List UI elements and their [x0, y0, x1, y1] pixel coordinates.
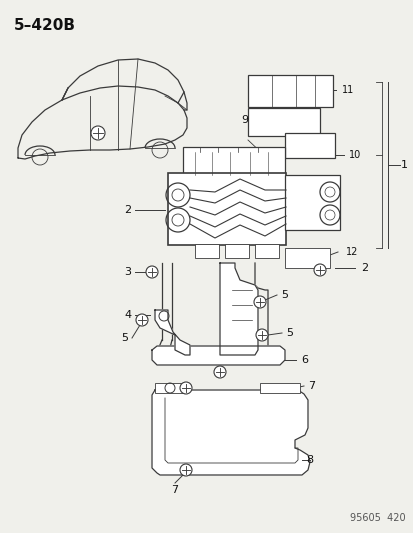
Text: 2: 2 — [124, 205, 131, 215]
FancyBboxPatch shape — [247, 75, 332, 107]
Circle shape — [313, 264, 325, 276]
Polygon shape — [154, 310, 190, 355]
FancyBboxPatch shape — [168, 173, 285, 245]
FancyBboxPatch shape — [254, 244, 278, 258]
Circle shape — [180, 382, 192, 394]
FancyBboxPatch shape — [284, 175, 339, 230]
FancyBboxPatch shape — [247, 108, 319, 136]
Text: 8: 8 — [306, 455, 313, 465]
Text: 11: 11 — [341, 85, 353, 95]
Text: 12: 12 — [345, 247, 357, 257]
Text: 5–420B: 5–420B — [14, 18, 76, 33]
Text: 9: 9 — [241, 115, 248, 125]
Circle shape — [136, 314, 147, 326]
Text: 6: 6 — [301, 355, 308, 365]
Polygon shape — [152, 346, 284, 365]
FancyBboxPatch shape — [259, 383, 299, 393]
Text: 7: 7 — [308, 381, 315, 391]
Text: 1: 1 — [399, 160, 406, 170]
Circle shape — [91, 126, 105, 140]
Text: 7: 7 — [171, 485, 178, 495]
Circle shape — [214, 366, 225, 378]
FancyBboxPatch shape — [284, 248, 329, 268]
Circle shape — [146, 266, 158, 278]
Text: 4: 4 — [124, 310, 131, 320]
FancyBboxPatch shape — [284, 133, 334, 158]
FancyBboxPatch shape — [183, 147, 284, 175]
FancyBboxPatch shape — [224, 244, 248, 258]
Circle shape — [180, 464, 192, 476]
FancyBboxPatch shape — [154, 383, 185, 393]
Text: 95605  420: 95605 420 — [349, 513, 405, 523]
Polygon shape — [152, 390, 309, 475]
FancyBboxPatch shape — [195, 244, 218, 258]
Circle shape — [255, 329, 267, 341]
Text: 2: 2 — [361, 263, 368, 273]
Text: 10: 10 — [348, 150, 360, 160]
Text: 5: 5 — [286, 328, 293, 338]
Text: 5: 5 — [281, 290, 288, 300]
Circle shape — [254, 296, 266, 308]
Text: 5: 5 — [121, 333, 128, 343]
Polygon shape — [219, 263, 257, 355]
Text: 3: 3 — [124, 267, 131, 277]
